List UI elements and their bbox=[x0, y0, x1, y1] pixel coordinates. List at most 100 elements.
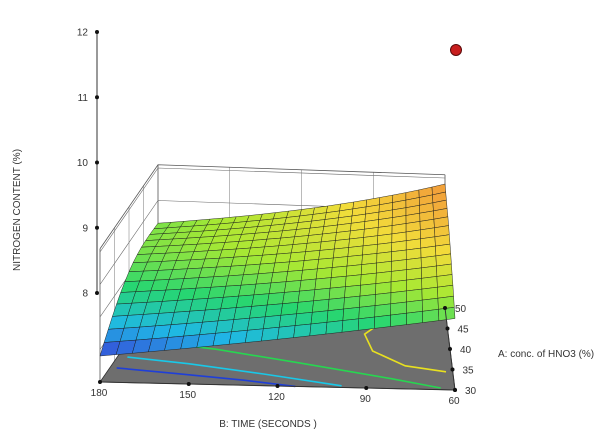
y-tick-label: 40 bbox=[460, 345, 472, 356]
z-tick-dot bbox=[95, 95, 99, 100]
x-tick-label: 60 bbox=[448, 396, 460, 407]
surface-patch bbox=[238, 283, 257, 297]
surface-patch bbox=[438, 307, 456, 321]
z-tick-label: 9 bbox=[82, 223, 88, 234]
surface-patch bbox=[297, 289, 316, 303]
y-tick-dot bbox=[448, 347, 452, 351]
surface-patch bbox=[296, 300, 314, 315]
z-tick-label: 12 bbox=[77, 28, 89, 39]
surface-patch bbox=[207, 285, 227, 299]
z-tick-dot bbox=[95, 291, 99, 295]
surface-patch bbox=[263, 315, 282, 330]
surface-patch bbox=[261, 326, 280, 342]
surface-patch bbox=[243, 263, 261, 276]
surface-patch bbox=[289, 251, 306, 263]
surface-patch bbox=[244, 328, 264, 343]
z-tick-label: 11 bbox=[78, 93, 89, 104]
surface-patch bbox=[220, 295, 239, 310]
surface-patch bbox=[260, 253, 278, 265]
y-tick-dot bbox=[453, 388, 457, 392]
surface-patch bbox=[329, 275, 347, 289]
surface-patch bbox=[223, 284, 242, 298]
surface-patch bbox=[360, 272, 377, 286]
surface-patch bbox=[215, 319, 235, 334]
y-tick-label: 30 bbox=[465, 386, 477, 397]
surface-patch bbox=[249, 304, 268, 319]
surface-patch bbox=[374, 303, 392, 318]
surface-patch bbox=[294, 312, 313, 326]
surface-patch bbox=[333, 247, 349, 259]
surface-patch bbox=[272, 261, 290, 273]
tick-labels: 8 9 10 11 12 180 150 120 90 60 30 35 40 45 50 bbox=[77, 28, 477, 408]
x-tick-dot bbox=[364, 386, 369, 390]
surface-patch bbox=[421, 297, 439, 312]
surface-patch bbox=[328, 286, 346, 300]
x-tick-label: 120 bbox=[268, 392, 285, 403]
surface-patch bbox=[376, 251, 392, 264]
surface-patch bbox=[205, 297, 224, 311]
surface-patch bbox=[300, 268, 318, 281]
surface-patch bbox=[326, 308, 344, 323]
surface-patch bbox=[309, 322, 328, 337]
surface-patch bbox=[422, 309, 440, 323]
y-tick-dot bbox=[445, 326, 450, 331]
surface-patch bbox=[312, 299, 330, 313]
surface-patch bbox=[228, 330, 248, 345]
surface-patch bbox=[357, 316, 375, 331]
surface-patch bbox=[266, 292, 285, 306]
surface-patch bbox=[315, 267, 333, 280]
surface-patch bbox=[284, 280, 302, 293]
surface-patch bbox=[391, 249, 407, 262]
surface-patch bbox=[406, 288, 423, 303]
surface-patch bbox=[276, 244, 294, 255]
x-tick-label: 180 bbox=[91, 388, 108, 399]
surface-patch bbox=[290, 243, 308, 254]
surface-patch bbox=[225, 274, 244, 287]
surface-patch bbox=[359, 294, 376, 308]
surface-patch bbox=[278, 313, 297, 328]
surface-patch bbox=[390, 269, 407, 283]
surface-patch bbox=[421, 286, 439, 301]
surface-patch bbox=[436, 263, 453, 277]
surface-patch bbox=[199, 320, 219, 335]
x-tick-dot bbox=[275, 384, 280, 388]
surface-patch bbox=[262, 245, 280, 256]
surface-patch bbox=[277, 325, 296, 340]
surface-patch bbox=[374, 314, 391, 329]
surface-patch bbox=[230, 255, 249, 267]
surface-patch bbox=[390, 279, 407, 293]
surface-patch bbox=[406, 267, 422, 281]
surface-patch bbox=[361, 253, 378, 265]
surface-patch bbox=[231, 317, 250, 333]
y-tick-dot bbox=[450, 367, 455, 372]
y-tick-label: 45 bbox=[458, 325, 470, 336]
surface-patch bbox=[251, 293, 270, 307]
surface-patch bbox=[345, 264, 363, 277]
surface-patch bbox=[327, 297, 345, 311]
surface-patch bbox=[406, 257, 422, 270]
z-tick-label: 10 bbox=[77, 158, 89, 169]
surface-patch bbox=[217, 307, 237, 322]
surface-patch bbox=[228, 264, 246, 277]
x-tick-dot bbox=[186, 382, 191, 386]
surface-patch bbox=[374, 292, 392, 306]
surface-patch bbox=[358, 305, 376, 320]
surface-patch bbox=[305, 241, 322, 252]
surface-patch bbox=[346, 254, 363, 267]
surface-patch bbox=[406, 299, 423, 314]
surface-patch bbox=[293, 323, 312, 338]
surface-patch bbox=[341, 318, 360, 333]
surface-patch bbox=[344, 284, 361, 298]
surface-patch bbox=[202, 308, 221, 323]
x-tick-dot bbox=[98, 380, 102, 384]
surface-patch bbox=[240, 273, 259, 286]
surface-patch bbox=[317, 257, 334, 270]
surface-patch bbox=[421, 265, 438, 279]
x-axis-label: B: TIME (SECONDS ) bbox=[219, 419, 317, 430]
box-top-edge bbox=[99, 164, 446, 249]
surface-patch bbox=[274, 252, 292, 264]
y-tick-dot bbox=[443, 306, 447, 310]
design-point-marker bbox=[450, 44, 462, 56]
surface-patch bbox=[255, 272, 274, 285]
surface-patch bbox=[313, 287, 331, 302]
